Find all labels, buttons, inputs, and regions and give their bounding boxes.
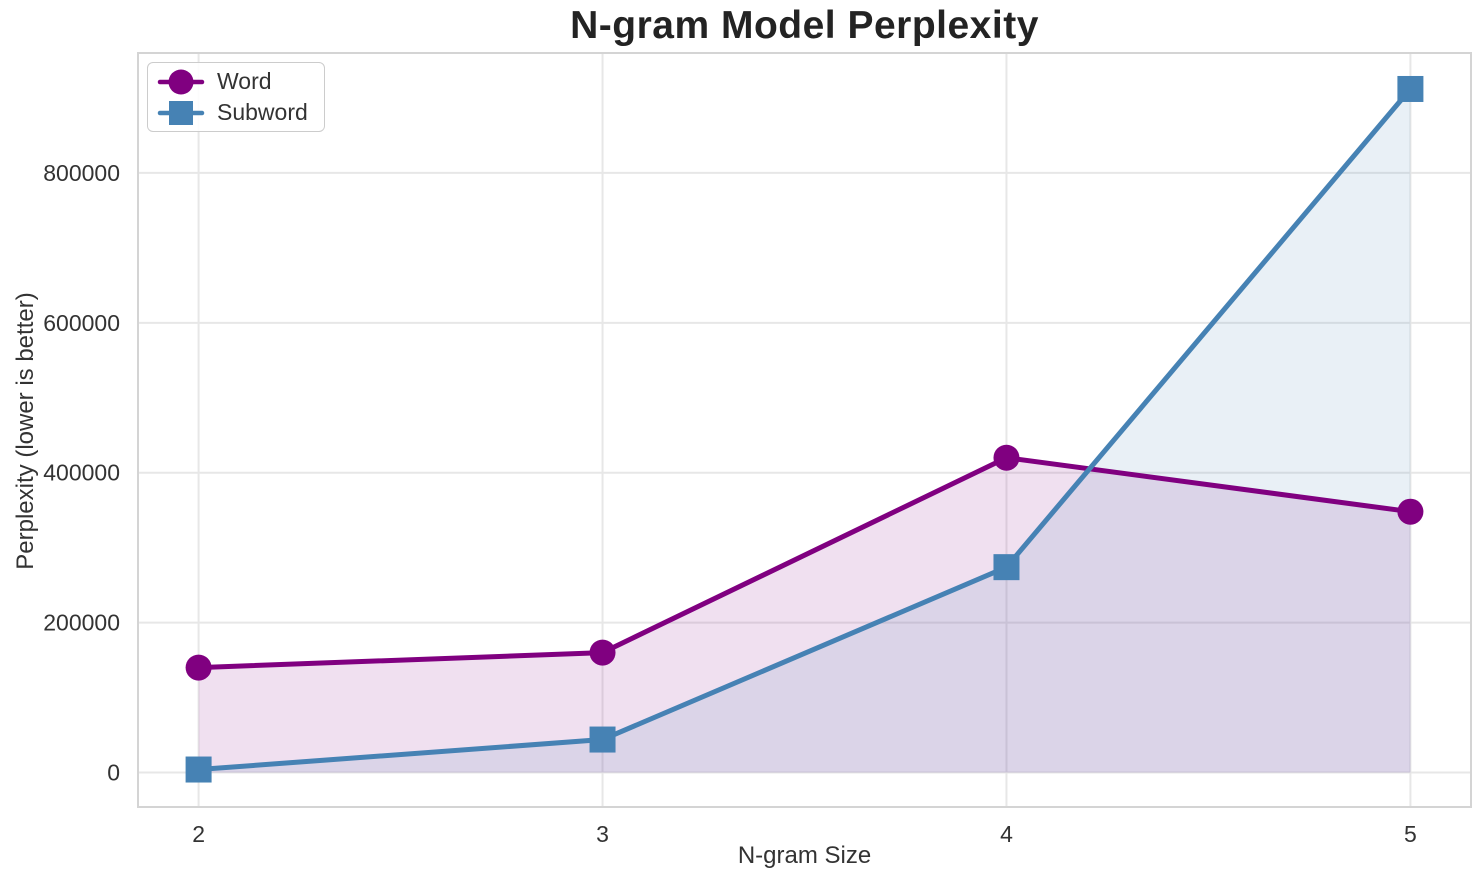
marker-subword-3 — [589, 726, 616, 753]
chart-title: N-gram Model Perplexity — [570, 4, 1039, 47]
marker-word-2 — [185, 654, 212, 681]
x-axis-label: N-gram Size — [737, 842, 872, 869]
legend-marker-word — [157, 69, 205, 94]
line-subword — [196, 86, 1413, 773]
legend-marker-subword — [157, 100, 205, 125]
legend-label-subword: Subword — [217, 99, 308, 125]
marker-subword-4 — [993, 554, 1020, 581]
legend-label-word: Word — [217, 68, 272, 94]
y-tick-label: 400000 — [43, 460, 120, 486]
y-tick-label: 600000 — [43, 310, 120, 336]
legend-item-word: Word — [157, 66, 308, 97]
area-fill-subword — [198, 88, 1411, 773]
legend-item-subword: Subword — [157, 97, 308, 128]
line-word — [196, 455, 1413, 671]
x-tick-label: 2 — [192, 821, 205, 847]
legend: Word Subword — [147, 62, 325, 132]
marker-word-3 — [589, 639, 616, 666]
area-fill-word — [198, 457, 1411, 773]
x-tick-label: 4 — [1000, 821, 1013, 847]
y-tick-label: 200000 — [43, 610, 120, 636]
plot-border — [137, 52, 1472, 808]
marker-word-5 — [1397, 498, 1424, 525]
x-tick-label: 3 — [596, 821, 609, 847]
x-tick-label: 5 — [1404, 821, 1417, 847]
y-tick-label: 0 — [107, 760, 120, 786]
y-tick-label: 800000 — [43, 160, 120, 186]
marker-subword-2 — [185, 756, 212, 783]
marker-subword-5 — [1397, 75, 1424, 102]
marker-word-4 — [993, 444, 1020, 471]
